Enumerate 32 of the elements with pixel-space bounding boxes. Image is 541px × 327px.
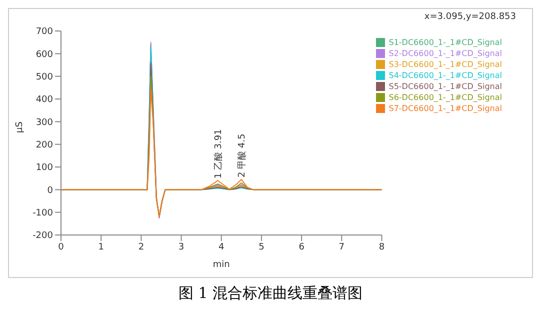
y-tick-label: 600 xyxy=(36,50,54,60)
y-tick-label: 0 xyxy=(47,186,54,196)
x-tick-label: 7 xyxy=(338,242,345,252)
y-tick-label: -100 xyxy=(32,208,54,219)
x-tick-label: 4 xyxy=(218,242,225,252)
y-tick-label: 400 xyxy=(36,95,54,106)
x-tick-label: 5 xyxy=(258,242,264,252)
legend-label: S7-DC6600_1-_1#CD_Signal xyxy=(388,104,502,113)
y-tick-label: 100 xyxy=(36,163,54,174)
annotation: 1 乙酸 3.91 xyxy=(212,129,224,179)
y-axis-title: µS xyxy=(15,121,26,133)
legend-label: S6-DC6600_1-_1#CD_Signal xyxy=(388,93,502,102)
legend-label: S4-DC6600_1-_1#CD_Signal xyxy=(388,71,502,80)
x-tick-label: 2 xyxy=(138,242,144,252)
y-tick-label: -200 xyxy=(32,231,54,242)
annotation: 2 甲酸 4.5 xyxy=(236,134,248,178)
y-tick-label: 700 xyxy=(36,27,54,38)
x-tick-label: 6 xyxy=(298,242,305,252)
text: x=3.095,y=208.853 xyxy=(424,12,516,22)
x-tick-label: 3 xyxy=(178,242,184,252)
legend-label: S2-DC6600_1-_1#CD_Signal xyxy=(388,49,502,58)
x-tick-label: 1 xyxy=(98,242,104,252)
y-tick-label: 200 xyxy=(36,140,54,151)
y-tick-label: 500 xyxy=(36,72,54,83)
legend-label: S3-DC6600_1-_1#CD_Signal xyxy=(388,60,502,69)
x-tick-label: 0 xyxy=(58,242,64,252)
legend-label: S1-DC6600_1-_1#CD_Signal xyxy=(388,38,502,47)
x-tick-label: 8 xyxy=(378,242,385,252)
y-tick-label: 300 xyxy=(36,118,54,128)
x-axis-title: min xyxy=(212,260,230,270)
text: 图 1 混合标准曲线重叠谱图 xyxy=(177,284,364,303)
legend-label: S5-DC6600_1-_1#CD_Signal xyxy=(388,82,502,91)
